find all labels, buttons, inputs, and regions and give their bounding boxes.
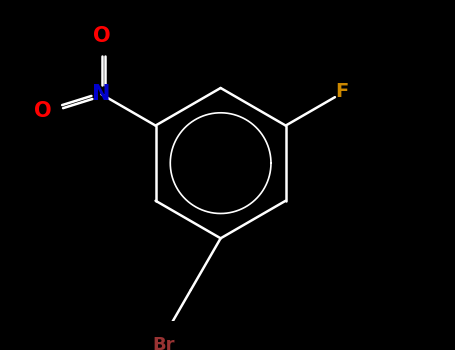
Text: N: N xyxy=(92,84,111,104)
Text: O: O xyxy=(93,26,111,46)
Text: O: O xyxy=(34,101,52,121)
Text: Br: Br xyxy=(152,336,175,350)
Text: F: F xyxy=(336,82,349,101)
